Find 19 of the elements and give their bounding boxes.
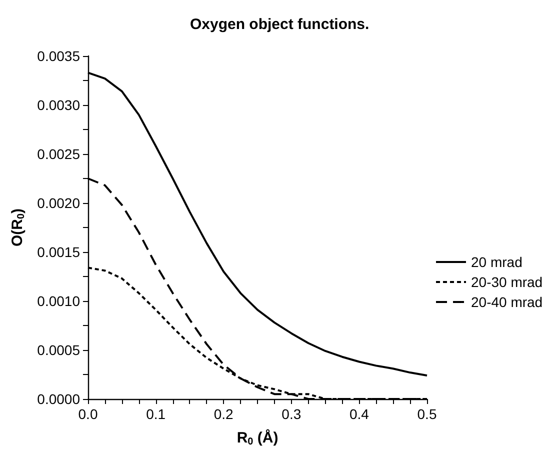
legend-label: 20 mrad	[471, 254, 522, 270]
legend-label: 20-40 mrad	[471, 294, 543, 310]
x-tick-label: 0.1	[146, 406, 166, 422]
x-tick-label: 0.4	[349, 406, 370, 422]
y-tick-label: 0.0015	[37, 244, 80, 260]
y-tick-label: 0.0010	[37, 293, 80, 309]
y-tick-label: 0.0020	[37, 195, 80, 211]
y-tick-label: 0.0030	[37, 97, 80, 113]
y-tick-label: 0.0000	[37, 391, 80, 407]
x-tick-label: 0.0	[78, 406, 98, 422]
y-tick-label: 0.0005	[37, 342, 80, 358]
x-tick-label: 0.2	[214, 406, 234, 422]
y-tick-label: 0.0035	[37, 48, 80, 64]
x-tick-label: 0.3	[282, 406, 302, 422]
y-axis-title: O(R0)	[8, 208, 27, 247]
legend-label: 20-30 mrad	[471, 274, 543, 290]
x-tick-label: 0.5	[417, 406, 437, 422]
chart-title: Oxygen object functions.	[190, 16, 370, 33]
y-tick-label: 0.0025	[37, 146, 80, 162]
